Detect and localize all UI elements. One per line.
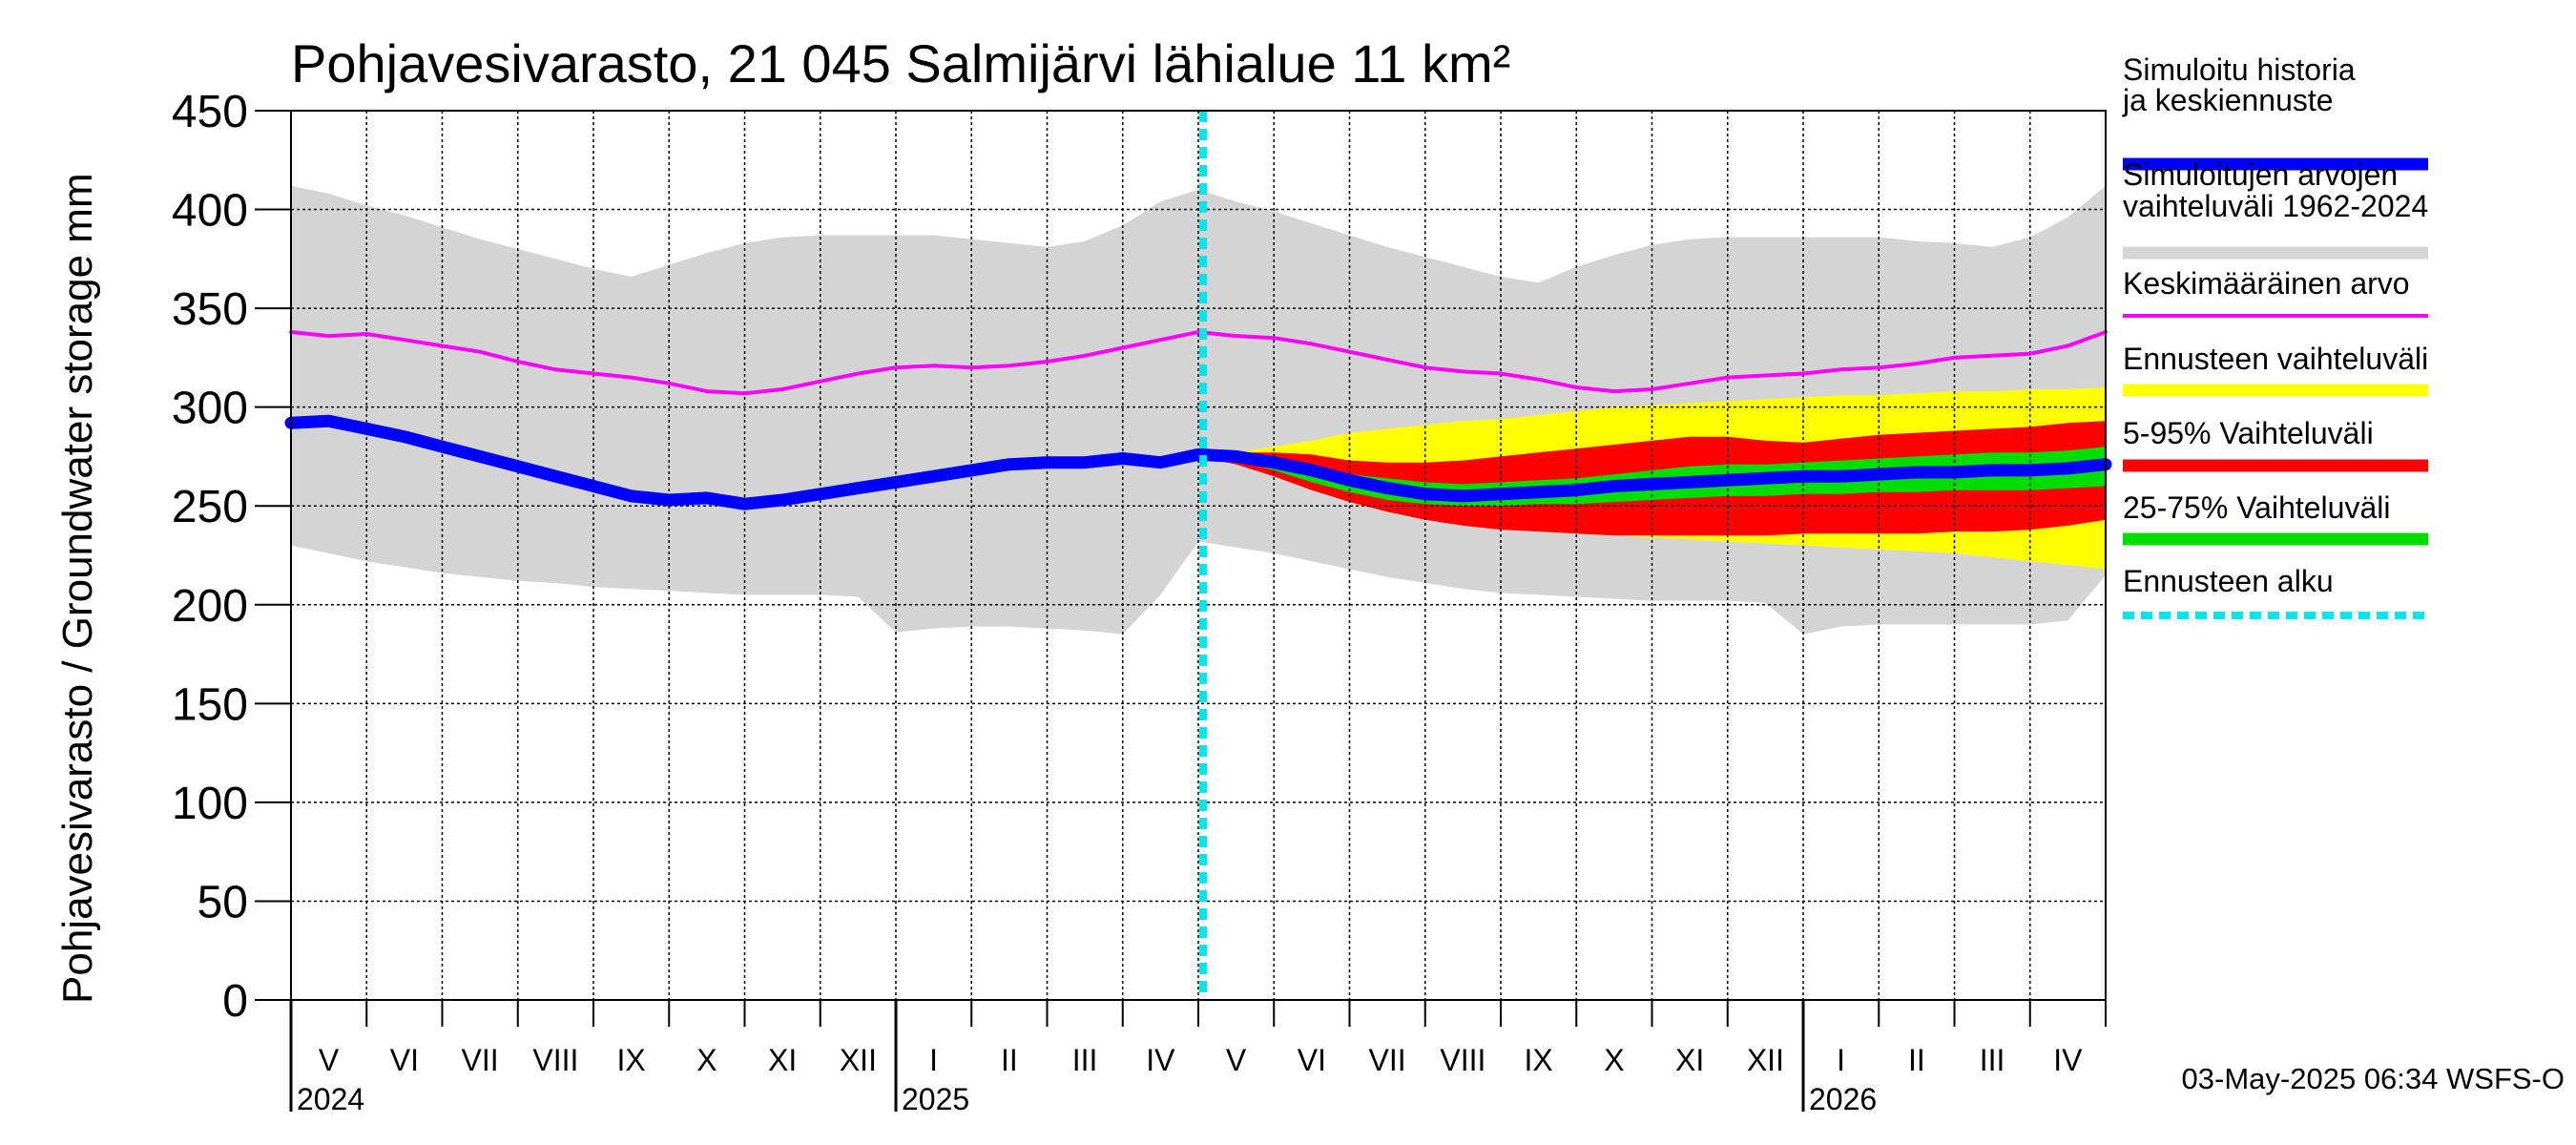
legend-label: Ennusteen vaihteluväli <box>2123 342 2428 376</box>
legend-label: Ennusteen alku <box>2123 564 2334 598</box>
legend-label: Simuloitujen arvojen <box>2123 157 2398 192</box>
x-month-label: VII <box>1369 1043 1406 1077</box>
series-line-5 <box>284 414 2112 510</box>
legend-label: Keskimääräinen arvo <box>2123 266 2410 301</box>
x-month-label: VIII <box>532 1043 578 1077</box>
lines-layer <box>284 111 2112 1000</box>
y-tick-label: 50 <box>197 877 248 927</box>
x-month-label: V <box>319 1043 340 1077</box>
series-line-1 <box>289 330 2108 396</box>
x-month-label: VI <box>390 1043 419 1077</box>
x-month-label: X <box>696 1043 717 1077</box>
x-month-label: III <box>1072 1043 1098 1077</box>
x-month-label: VI <box>1298 1043 1326 1077</box>
y-tick-label: 100 <box>172 779 248 829</box>
x-month-label: II <box>1908 1043 1925 1077</box>
x-month-label: IX <box>1524 1043 1552 1077</box>
y-tick-label: 0 <box>222 976 248 1027</box>
x-year-label: 2026 <box>1809 1082 1877 1116</box>
x-month-label: XI <box>768 1043 797 1077</box>
y-tick-label: 150 <box>172 679 248 730</box>
footer-timestamp: 03-May-2025 06:34 WSFS-O <box>2182 1062 2565 1095</box>
x-month-label: II <box>1001 1043 1018 1077</box>
x-month-label: XII <box>840 1043 877 1077</box>
y-tick-label: 400 <box>172 186 248 237</box>
y-axis-label: Pohjavesivarasto / Groundwater storage m… <box>54 173 101 1004</box>
legend-label: 25-75% Vaihteluväli <box>2123 490 2390 525</box>
x-month-label: XII <box>1747 1043 1784 1077</box>
x-month-label: III <box>1980 1043 2005 1077</box>
legend-label: vaihteluväli 1962-2024 <box>2123 189 2428 223</box>
x-year-label: 2024 <box>297 1082 364 1116</box>
chart-title: Pohjavesivarasto, 21 045 Salmijärvi lähi… <box>291 33 1510 94</box>
legend-label: ja keskiennuste <box>2122 83 2334 117</box>
x-month-label: X <box>1604 1043 1624 1077</box>
x-month-label: I <box>929 1043 938 1077</box>
x-month-label: I <box>1837 1043 1845 1077</box>
legend-label: Simuloitu historia <box>2123 52 2356 87</box>
y-tick-label: 450 <box>172 87 248 137</box>
x-month-label: IV <box>1146 1043 1175 1077</box>
x-month-label: VIII <box>1440 1043 1485 1077</box>
y-axis: 0 50 100 150 200 250 300 350 400 450 <box>172 87 291 1027</box>
legend-label: 5-95% Vaihteluväli <box>2123 416 2374 450</box>
x-month-label: IX <box>616 1043 645 1077</box>
x-axis: V VI VII VIII IX X XI XII I II III IV V VI VII VIII IX X X… <box>289 1000 2107 1116</box>
x-month-label: V <box>1226 1043 1247 1077</box>
x-year-label: 2025 <box>902 1082 969 1116</box>
y-tick-label: 250 <box>172 482 248 532</box>
y-tick-label: 350 <box>172 284 248 335</box>
y-tick-label: 200 <box>172 581 248 632</box>
y-tick-label: 300 <box>172 384 248 434</box>
x-month-label: IV <box>2053 1043 2083 1077</box>
x-month-label: XI <box>1675 1043 1704 1077</box>
x-month-label: VII <box>462 1043 499 1077</box>
